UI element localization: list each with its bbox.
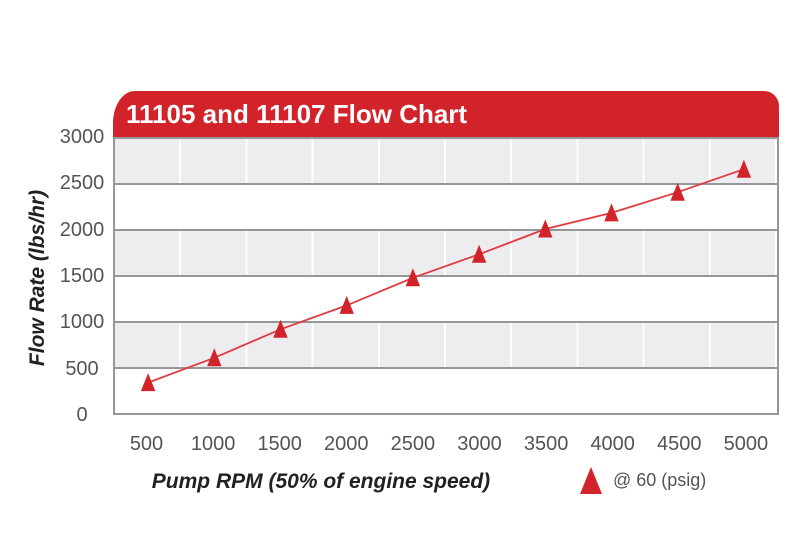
- data-point-marker: [471, 244, 487, 263]
- y-tick-label: 1500: [59, 265, 105, 287]
- chart-title: 11105 and 11107 Flow Chart: [126, 99, 468, 129]
- data-point-marker: [140, 373, 156, 392]
- plot-area: [113, 137, 779, 415]
- data-point-marker: [273, 319, 288, 338]
- data-point-marker: [538, 219, 553, 238]
- chart-header: 11105 and 11107 Flow Chart: [113, 91, 779, 137]
- x-tick-label: 2500: [390, 433, 436, 455]
- x-tick-label: 3500: [523, 433, 569, 455]
- y-tick-label: 500: [65, 358, 99, 380]
- x-tick-label: 500: [129, 433, 164, 455]
- x-tick-label: 1500: [257, 433, 302, 455]
- y-tick-label: 0: [76, 404, 88, 426]
- y-tick-label: 2500: [59, 172, 105, 194]
- x-tick-label: 4500: [657, 433, 702, 455]
- x-tick-label: 1000: [190, 433, 236, 455]
- y-tick-label: 3000: [59, 126, 105, 148]
- data-point-marker: [339, 295, 354, 314]
- data-point-marker: [670, 182, 685, 201]
- legend-triangle-icon: [580, 467, 602, 494]
- data-point-marker: [405, 268, 421, 287]
- y-tick-label: 1000: [59, 311, 105, 333]
- x-tick-label: 4000: [590, 433, 635, 455]
- x-tick-label: 2000: [324, 433, 369, 455]
- y-tick-label: 2000: [59, 219, 105, 241]
- data-point-marker: [736, 159, 752, 178]
- x-axis-title: Pump RPM (50% of engine speed): [151, 470, 491, 493]
- data-point-marker: [207, 348, 222, 367]
- x-tick-label: 3000: [457, 433, 502, 455]
- data-point-marker: [604, 203, 619, 222]
- series-line: [147, 168, 745, 384]
- legend-label: @ 60 (psig): [613, 470, 707, 490]
- plot-svg: [140, 159, 752, 392]
- x-tick-label: 5000: [723, 433, 769, 455]
- legend: @ 60 (psig): [580, 467, 706, 494]
